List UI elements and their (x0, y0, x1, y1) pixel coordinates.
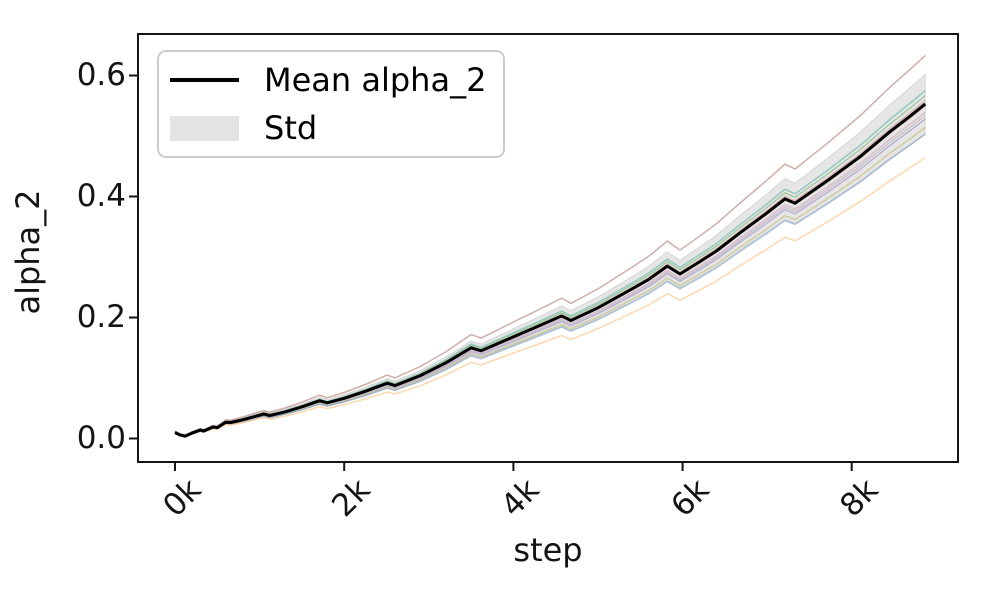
y-tick-label: 0.6 (76, 56, 126, 93)
legend-row-std: Std (170, 108, 503, 148)
std-band (174, 73, 926, 439)
axes-frame (137, 33, 959, 463)
legend-mean-line-sample (170, 78, 239, 82)
tick-marks (129, 74, 853, 471)
y-tick-label: 0.0 (76, 419, 126, 456)
run-line-run-11 (174, 156, 926, 438)
legend-label-std: Std (264, 109, 318, 147)
run-line-run-1 (174, 54, 926, 437)
legend-std-patch-sample (170, 115, 239, 141)
y-axis-label: alpha_2 (9, 189, 47, 315)
y-tick-label: 0.2 (76, 298, 126, 335)
legend-label-mean: Mean alpha_2 (264, 61, 487, 99)
plot-series-group (174, 54, 927, 439)
legend: Mean alpha_2 Std (157, 50, 505, 158)
run-line-run-6 (174, 111, 926, 437)
x-axis-label: step (513, 531, 583, 569)
legend-row-mean: Mean alpha_2 (170, 60, 503, 100)
y-tick-label: 0.4 (76, 177, 126, 214)
run-line-run-8 (174, 118, 926, 437)
run-line-run-7 (174, 115, 926, 437)
mean-line (174, 102, 927, 438)
